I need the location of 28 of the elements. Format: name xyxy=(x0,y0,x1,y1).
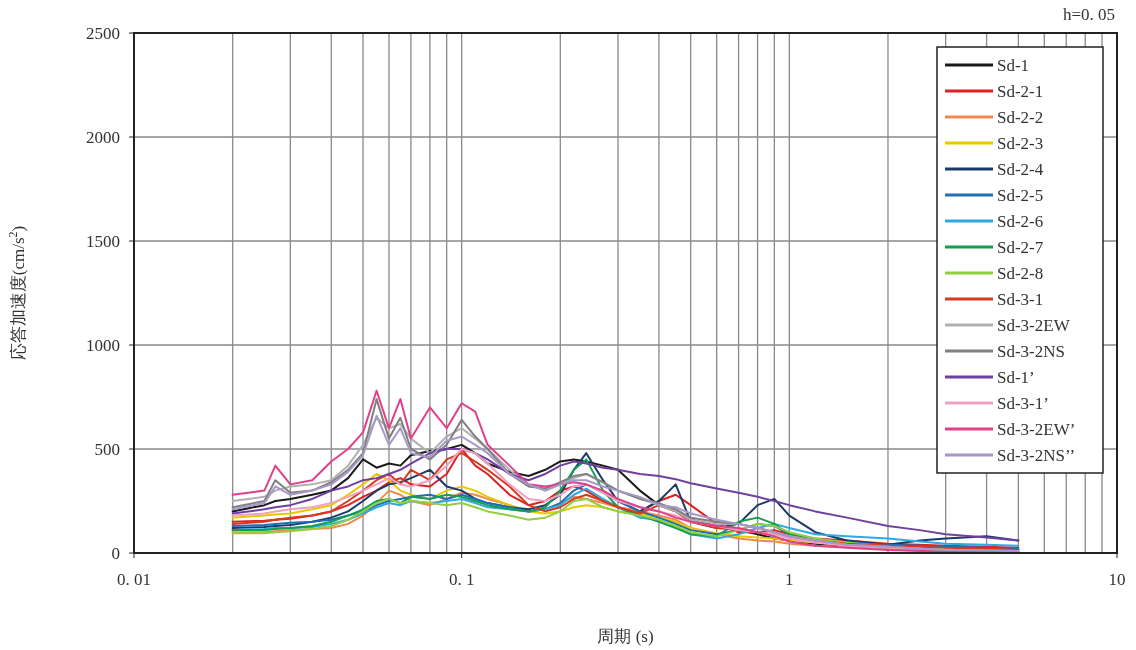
text: h=0. 05 xyxy=(1062,5,1115,24)
x-tick-label: 10 xyxy=(1108,570,1126,589)
y-tick-label: 1000 xyxy=(86,336,120,355)
y-tick-label: 500 xyxy=(94,440,120,459)
legend-label: Sd-3-1 xyxy=(997,290,1044,309)
legend-label: Sd-3-2NS xyxy=(997,342,1066,361)
x-axis-title: 周期 (s) xyxy=(597,627,654,646)
legend-label: Sd-3-2EW’ xyxy=(997,420,1076,439)
legend-label: Sd-1 xyxy=(997,56,1030,75)
y-tick-label: 2500 xyxy=(86,24,120,43)
y-tick-label: 2000 xyxy=(86,128,120,147)
legend-label: Sd-2-4 xyxy=(997,160,1044,179)
y-tick-label: 0 xyxy=(111,544,120,563)
legend-label: Sd-2-2 xyxy=(997,108,1044,127)
legend-label: Sd-3-2EW xyxy=(997,316,1071,335)
legend-label: Sd-2-3 xyxy=(997,134,1044,153)
legend-label: Sd-2-6 xyxy=(997,212,1044,231)
legend-label: Sd-2-1 xyxy=(997,82,1044,101)
legend-label: Sd-1’ xyxy=(997,368,1035,387)
legend-label: Sd-3-1’ xyxy=(997,394,1049,413)
y-tick-label: 1500 xyxy=(86,232,120,251)
legend-label: Sd-3-2NS’’ xyxy=(997,446,1076,465)
legend-label: Sd-2-8 xyxy=(997,264,1044,283)
x-tick-label: 0. 01 xyxy=(117,570,151,589)
legend-label: Sd-2-7 xyxy=(997,238,1044,257)
legend-label: Sd-2-5 xyxy=(997,186,1044,205)
x-tick-label: 0. 1 xyxy=(448,570,475,589)
x-tick-label: 1 xyxy=(785,570,794,589)
